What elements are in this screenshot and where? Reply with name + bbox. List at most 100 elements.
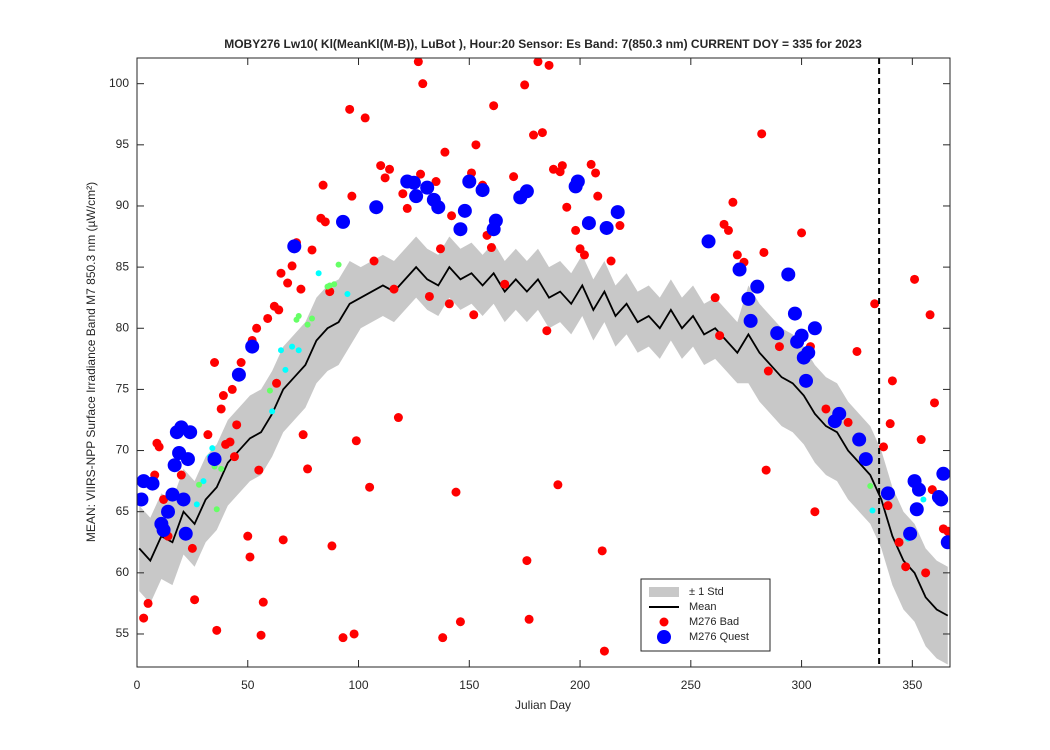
point [263, 313, 273, 323]
point [274, 305, 284, 315]
point [533, 58, 543, 67]
point [869, 507, 876, 514]
chart-title: MOBY276 Lw10( Kl(MeanKl(M-B)), LuBot ), … [224, 37, 862, 51]
x-tick-label: 300 [792, 678, 812, 692]
point [309, 315, 316, 322]
point [593, 191, 603, 201]
point [393, 413, 403, 423]
point [581, 216, 596, 231]
point [227, 384, 237, 394]
point [916, 435, 926, 445]
x-tick-label: 100 [349, 678, 369, 692]
point [444, 299, 454, 309]
point [289, 343, 296, 350]
y-tick-label: 65 [116, 504, 130, 518]
point [870, 299, 880, 309]
y-tick-label: 80 [116, 320, 130, 334]
point [710, 293, 720, 303]
point [196, 481, 203, 488]
point [801, 345, 816, 360]
point [542, 326, 552, 336]
point [413, 58, 423, 67]
point [331, 281, 338, 288]
point [610, 205, 625, 220]
point [732, 250, 742, 260]
point [557, 161, 567, 171]
point [295, 347, 302, 354]
point [519, 184, 534, 199]
point [200, 478, 207, 485]
point [338, 633, 348, 643]
y-tick-label: 75 [116, 382, 130, 396]
point [885, 419, 895, 429]
point [258, 597, 268, 607]
point [858, 452, 873, 467]
point [207, 452, 222, 467]
point [911, 482, 926, 497]
point [231, 367, 246, 382]
point [210, 358, 220, 367]
point [486, 243, 496, 253]
legend-label: Mean [689, 601, 717, 613]
point [787, 306, 802, 321]
point [416, 169, 426, 179]
point [254, 465, 264, 475]
point [894, 537, 904, 547]
point [732, 262, 747, 277]
y-tick-label: 85 [116, 259, 130, 273]
x-tick-label: 250 [681, 678, 701, 692]
point [218, 465, 225, 472]
legend-label: M276 Bad [689, 616, 739, 628]
point [453, 222, 468, 237]
point [867, 483, 874, 490]
point [406, 175, 421, 190]
point [529, 130, 539, 140]
point [715, 331, 725, 341]
legend-swatch [657, 630, 671, 644]
point [303, 464, 313, 474]
point [770, 326, 785, 341]
legend-label: ± 1 Std [689, 586, 724, 598]
point [327, 541, 337, 551]
point [920, 496, 927, 503]
point [167, 458, 182, 473]
point [183, 425, 198, 440]
point [591, 168, 601, 178]
point [156, 523, 171, 538]
point [599, 220, 614, 235]
point [544, 60, 554, 70]
point [524, 614, 534, 624]
point [440, 147, 450, 157]
point [570, 174, 585, 189]
point [500, 279, 510, 289]
point [137, 492, 149, 507]
point [365, 482, 375, 492]
point [232, 420, 242, 430]
point [243, 531, 253, 541]
point [750, 279, 765, 294]
point [509, 172, 519, 182]
point [307, 245, 317, 255]
point [287, 261, 297, 271]
point [216, 404, 226, 414]
point [180, 452, 195, 467]
point [879, 442, 889, 452]
point [345, 104, 355, 114]
std-band [139, 236, 948, 665]
point [475, 183, 490, 198]
point [763, 366, 773, 376]
point [344, 291, 351, 298]
point [272, 378, 282, 388]
x-tick-label: 150 [459, 678, 479, 692]
point [335, 261, 342, 268]
point [218, 391, 228, 401]
point [901, 562, 911, 572]
point [701, 234, 716, 249]
point [451, 487, 461, 497]
point [943, 526, 950, 536]
point [921, 568, 931, 578]
point [887, 376, 897, 386]
point [424, 291, 434, 301]
point [369, 200, 384, 215]
point [936, 466, 950, 481]
